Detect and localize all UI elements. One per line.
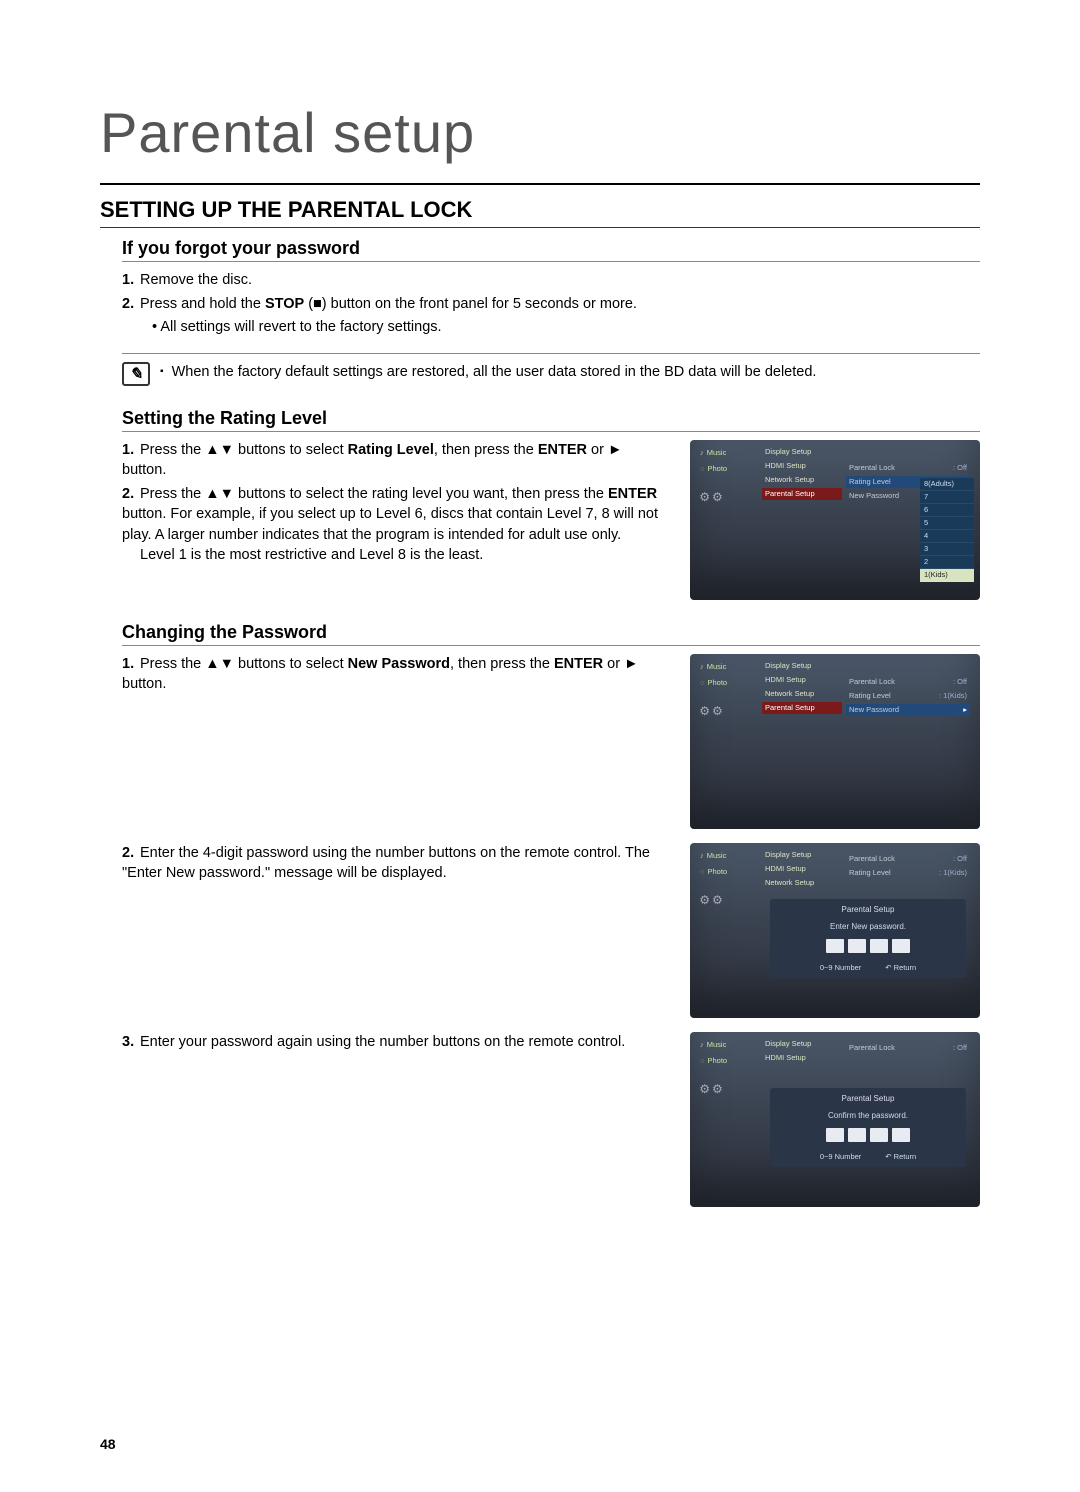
gear-icon: ⚙⚙ [694,891,728,909]
list-item: 2.Press the ▲▼ buttons to select the rat… [122,484,670,565]
divider [100,183,980,185]
forgot-section: If you forgot your password 1.Remove the… [100,238,980,386]
changing-step2: 2.Enter the 4-digit password using the n… [122,843,670,884]
changing-heading: Changing the Password [122,622,980,643]
osd-screenshot-rating: Music Photo ⚙⚙ Display Setup HDMI Setup … [690,440,980,600]
list-item: 1.Press the ▲▼ buttons to select Rating … [122,440,670,481]
list-item: 2.Press and hold the STOP (■) button on … [122,294,980,314]
osd-screenshot-confirmpw: Music Photo ⚙⚙ Display Setup HDMI Setup … [690,1032,980,1207]
forgot-steps: 1.Remove the disc. 2.Press and hold the … [122,270,980,315]
gear-icon: ⚙⚙ [694,702,728,720]
changing-step1: 1.Press the ▲▼ buttons to select New Pas… [122,654,670,695]
osd-screenshot-newpw: Music Photo ⚙⚙ Display Setup HDMI Setup … [690,654,980,829]
gear-icon: ⚙⚙ [694,488,728,506]
rating-section: Setting the Rating Level 1.Press the ▲▼ … [100,408,980,600]
changing-section: Changing the Password 1.Press the ▲▼ but… [100,622,980,1207]
note: ✎ ▪ When the factory default settings ar… [122,362,980,386]
divider [122,431,980,432]
list-item: 1.Press the ▲▼ buttons to select New Pas… [122,654,670,695]
page-title: Parental setup [100,100,980,165]
list-item: 2.Enter the 4-digit password using the n… [122,843,670,884]
section-heading: SETTING UP THE PARENTAL LOCK [100,197,980,223]
changing-step3: 3.Enter your password again using the nu… [122,1032,670,1052]
list-item: 3.Enter your password again using the nu… [122,1032,670,1052]
password-dialog: Parental Setup Enter New password. 0~9 N… [770,899,966,978]
page-number: 48 [100,1436,116,1452]
list-item: 1.Remove the disc. [122,270,980,290]
forgot-heading: If you forgot your password [122,238,980,259]
rating-dropdown: 8(Adults) 7 6 5 4 3 2 1(Kids) [920,478,974,582]
gear-icon: ⚙⚙ [694,1080,728,1098]
divider [122,261,980,262]
divider [122,353,980,354]
rating-heading: Setting the Rating Level [122,408,980,429]
osd-screenshot-enterpw: Music Photo ⚙⚙ Display Setup HDMI Setup … [690,843,980,1018]
sub-bullet: • All settings will revert to the factor… [122,319,980,335]
password-dialog-confirm: Parental Setup Confirm the password. 0~9… [770,1088,966,1167]
note-icon: ✎ [122,362,150,386]
divider [100,227,980,228]
divider [122,645,980,646]
rating-steps: 1.Press the ▲▼ buttons to select Rating … [122,440,670,566]
